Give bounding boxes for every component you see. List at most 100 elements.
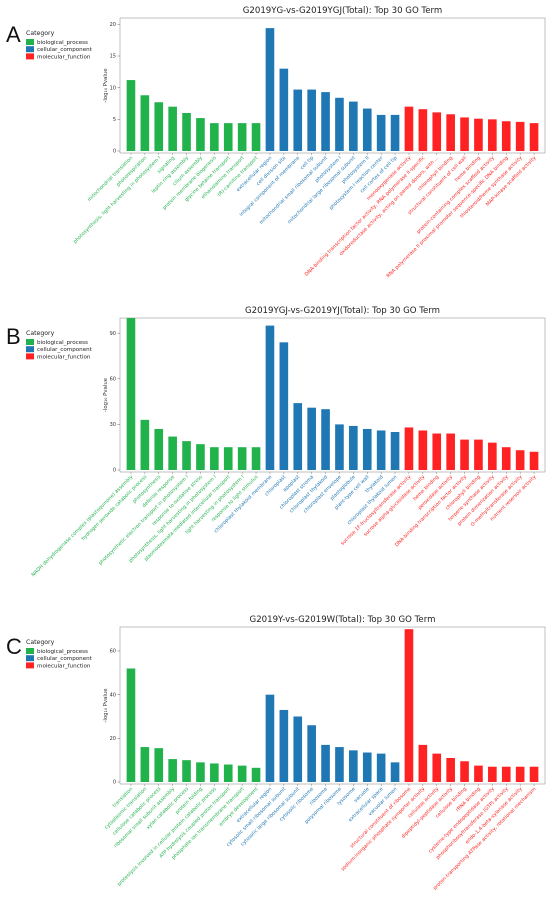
bar-c-30 (529, 766, 539, 782)
bar-b-13 (293, 403, 303, 470)
chart-title: G2019Y-vs-G2019W(Total): Top 30 GO Term (250, 615, 436, 625)
bar-a-19 (376, 114, 386, 151)
legend-swatch-molecular-function (26, 353, 34, 360)
legend-swatch-molecular-function (26, 662, 34, 669)
bar-a-22 (418, 109, 428, 151)
bar-c-25 (460, 761, 469, 782)
legend-label: molecular_function (37, 663, 91, 669)
bar-a-4 (168, 106, 177, 151)
bar-a-11 (265, 28, 275, 152)
bar-b-16 (335, 424, 344, 470)
bar-a-17 (349, 101, 358, 151)
bar-a-24 (446, 114, 455, 151)
bar-c-17 (349, 750, 358, 782)
bar-c-27 (488, 766, 497, 782)
bar-a-2 (140, 95, 150, 151)
bar-b-18 (362, 428, 372, 470)
bar-c-1 (126, 668, 136, 782)
bar-b-8 (223, 447, 233, 470)
bar-b-19 (376, 430, 386, 470)
chart-panel-b: B G2019YGJ-vs-G2019YJ(Total): Top 30 GO T… (6, 306, 546, 578)
bar-b-24 (446, 433, 455, 470)
x-tick-label: hydrogen peroxide catabolic process (80, 474, 148, 542)
bar-c-2 (140, 747, 150, 782)
bar-c-23 (432, 753, 442, 782)
bar-c-22 (418, 744, 428, 782)
y-tick-label: 0 (113, 149, 116, 155)
bar-a-10 (251, 123, 261, 151)
bar-b-9 (237, 447, 247, 470)
y-tick-label: 0 (113, 780, 116, 786)
bar-a-18 (362, 108, 372, 151)
bar-c-3 (154, 748, 164, 782)
bar-c-8 (223, 764, 233, 782)
legend-label: biological_process (37, 40, 88, 46)
bar-c-28 (501, 766, 511, 782)
bar-b-17 (349, 425, 358, 470)
legend-swatch-cellular-component (26, 346, 34, 353)
y-tick-label: 30 (110, 422, 116, 428)
panel-letter: A (6, 22, 21, 47)
legend-label: cellular_component (37, 47, 93, 53)
bar-a-28 (501, 121, 511, 151)
bar-a-13 (293, 89, 303, 151)
plot-frame (119, 317, 546, 473)
bar-b-2 (140, 419, 150, 470)
bar-c-24 (446, 757, 455, 782)
bar-c-5 (182, 760, 191, 782)
bar-a-5 (182, 113, 191, 151)
bar-c-7 (210, 763, 219, 782)
bar-a-3 (154, 102, 164, 151)
chart-title: G2019YG-vs-G2019YGJ(Total): Top 30 GO Te… (243, 6, 443, 16)
bar-b-6 (196, 444, 205, 470)
y-tick-label: 60 (110, 649, 116, 655)
bar-a-12 (279, 68, 289, 151)
legend-title: Category (26, 330, 55, 337)
legend-swatch-biological-process (26, 648, 34, 654)
legend-swatch-biological-process (26, 339, 34, 345)
legend-label: molecular_function (37, 354, 91, 360)
bar-c-15 (321, 744, 330, 782)
legend-swatch-cellular-component (26, 46, 34, 53)
bar-a-27 (488, 119, 497, 151)
bar-b-4 (168, 436, 177, 470)
bar-c-16 (335, 747, 344, 782)
bar-c-4 (168, 759, 177, 782)
bar-c-18 (362, 752, 372, 782)
bar-a-20 (390, 114, 400, 151)
bar-b-5 (182, 441, 191, 470)
bar-c-19 (376, 753, 386, 782)
legend-label: biological_process (37, 649, 88, 655)
bar-c-26 (474, 765, 483, 782)
bar-b-22 (418, 430, 428, 470)
bar-b-10 (251, 447, 261, 470)
legend-swatch-cellular-component (26, 655, 34, 662)
bar-b-28 (501, 447, 511, 470)
bar-b-3 (154, 428, 164, 470)
y-tick-label: 15 (110, 54, 116, 60)
bar-b-21 (404, 427, 414, 470)
panel-letter: B (6, 324, 21, 349)
bar-c-13 (293, 716, 303, 782)
legend-title: Category (26, 30, 55, 37)
legend: Category biological_processcellular_compo… (26, 330, 93, 360)
bar-a-16 (335, 97, 344, 151)
y-tick-label: 5 (113, 117, 116, 123)
bar-c-20 (390, 762, 400, 782)
legend-label: molecular_function (37, 54, 91, 60)
bar-a-21 (404, 106, 414, 151)
bar-b-26 (474, 439, 483, 470)
legend-label: cellular_component (37, 347, 93, 353)
bar-a-15 (321, 92, 330, 151)
bar-a-25 (460, 117, 469, 151)
bar-c-9 (237, 765, 247, 782)
legend: Category biological_processcellular_compo… (26, 30, 93, 60)
bar-a-1 (126, 80, 136, 151)
y-axis-label: -log₁₀ Pvalue (103, 377, 109, 412)
bar-a-23 (432, 112, 442, 151)
bar-c-14 (307, 725, 316, 782)
y-tick-label: 10 (110, 85, 116, 91)
bar-c-10 (251, 767, 261, 782)
bar-b-23 (432, 433, 442, 470)
y-axis-label: -log₁₀ Pvalue (103, 68, 109, 103)
